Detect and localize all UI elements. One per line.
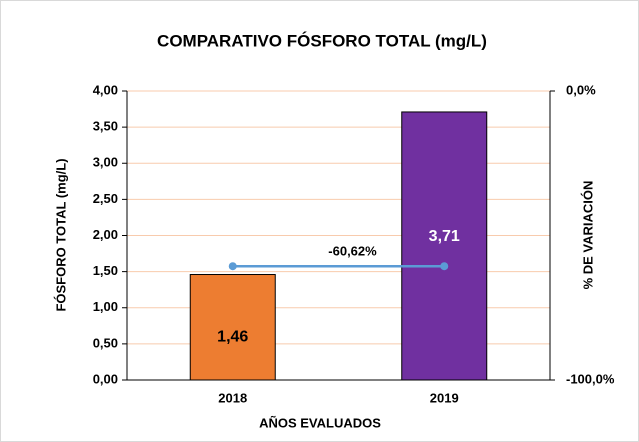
line-annotation: -60,62% bbox=[328, 244, 377, 259]
y2-tick-label: -100,0% bbox=[566, 371, 615, 386]
y-tick-label: 1,50 bbox=[93, 263, 118, 278]
bar bbox=[401, 111, 488, 381]
y-tick-label: 4,00 bbox=[93, 82, 118, 97]
x-tick-label: 2019 bbox=[430, 390, 459, 405]
line-point bbox=[228, 262, 237, 271]
y-tick-label: 2,50 bbox=[93, 191, 118, 206]
data-label: 1,46 bbox=[217, 328, 248, 345]
y2-tick-label: 0,0% bbox=[566, 82, 596, 97]
y-tick-label: 0,00 bbox=[93, 371, 118, 386]
chart-title: COMPARATIVO FÓSFORO TOTAL (mg/L) bbox=[157, 31, 487, 50]
y-tick-label: 3,50 bbox=[93, 119, 118, 134]
y-tick-label: 3,00 bbox=[93, 155, 118, 170]
y-tick-label: 1,00 bbox=[93, 299, 118, 314]
line-point bbox=[440, 262, 449, 271]
data-label: 3,71 bbox=[429, 228, 460, 245]
x-tick-label: 2018 bbox=[218, 390, 247, 405]
bar bbox=[189, 274, 276, 381]
x-axis-title: AÑOS EVALUADOS bbox=[259, 415, 381, 430]
y-axis-title: FÓSFORO TOTAL (mg/L) bbox=[53, 158, 68, 311]
y-tick-label: 2,00 bbox=[93, 227, 118, 242]
y2-axis-title: % DE VARIACIÓN bbox=[580, 181, 595, 290]
y-tick-label: 0,50 bbox=[93, 335, 118, 350]
